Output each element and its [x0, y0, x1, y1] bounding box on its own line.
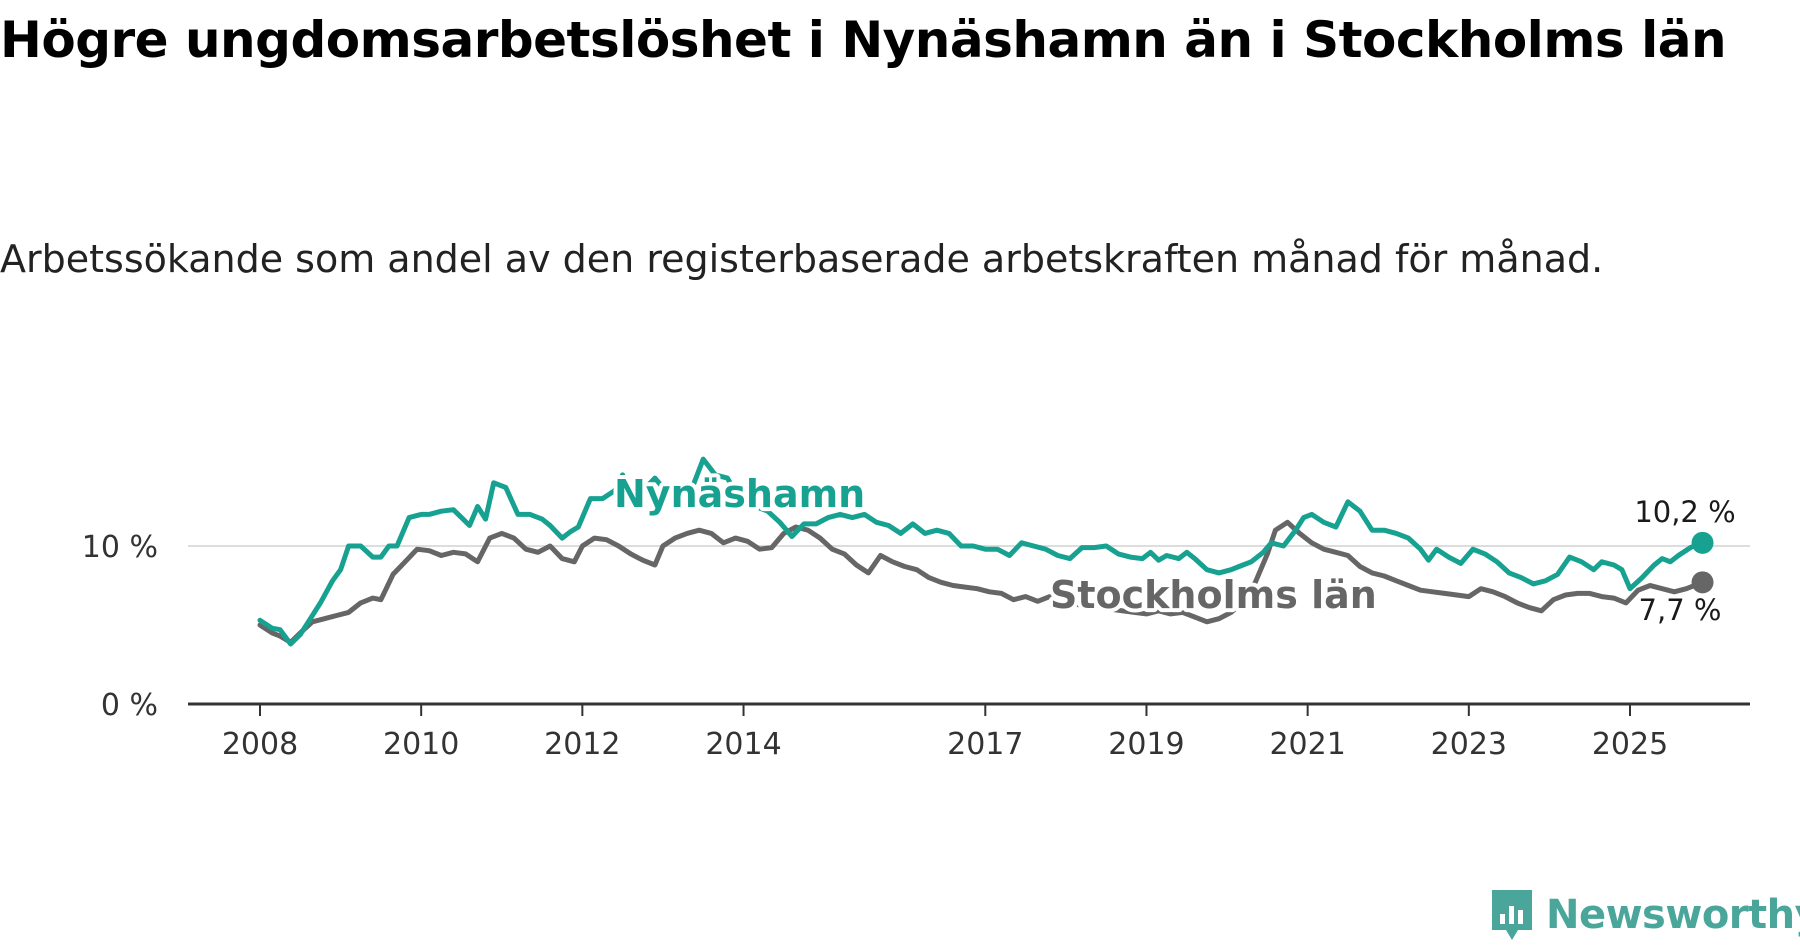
x-tick-label: 2025 — [1592, 727, 1668, 762]
x-tick-label: 2017 — [947, 727, 1023, 762]
end-point-stockholm — [1691, 571, 1714, 594]
y-tick-label: 10 % — [82, 530, 158, 565]
end-value-nynashamn: 10,2 % — [1634, 495, 1735, 529]
series-label-nynashamn: Nynäshamn — [614, 472, 865, 516]
series-line-nynashamn — [257, 456, 1705, 647]
series-line-stockholm — [257, 519, 1705, 645]
series-label-stockholm-halo: Stockholms län — [1050, 573, 1377, 617]
end-value-stockholm: 7,7 % — [1639, 593, 1722, 627]
axis-layer: 0 % 10 % 2008 2010 2012 2014 2017 2019 2021 2023 2… — [82, 530, 1750, 762]
x-tick-label: 2008 — [222, 727, 298, 762]
x-tick-label: 2010 — [383, 727, 459, 762]
x-tick-label: 2012 — [544, 727, 620, 762]
newsworthy-logo-icon — [1492, 890, 1532, 940]
x-tick-label: 2019 — [1108, 727, 1184, 762]
x-tick-label: 2014 — [705, 727, 781, 762]
series-label-stockholm: Stockholms län — [1050, 573, 1377, 617]
brand-logo: Newsworthy — [1488, 886, 1800, 944]
series-label-nynashamn-halo: Nynäshamn — [614, 472, 865, 516]
brand-name: Newsworthy — [1546, 892, 1800, 938]
y-tick-label: 0 % — [101, 688, 158, 723]
chart-title: Högre ungdomsarbetslöshet i Nynäshamn än… — [0, 11, 1727, 69]
end-point-nynashamn — [1691, 531, 1714, 554]
x-tick-label: 2021 — [1269, 727, 1345, 762]
chart-subtitle: Arbetssökande som andel av den registerb… — [0, 237, 1604, 281]
x-tick-label: 2023 — [1431, 727, 1507, 762]
series-layer — [257, 456, 1714, 647]
